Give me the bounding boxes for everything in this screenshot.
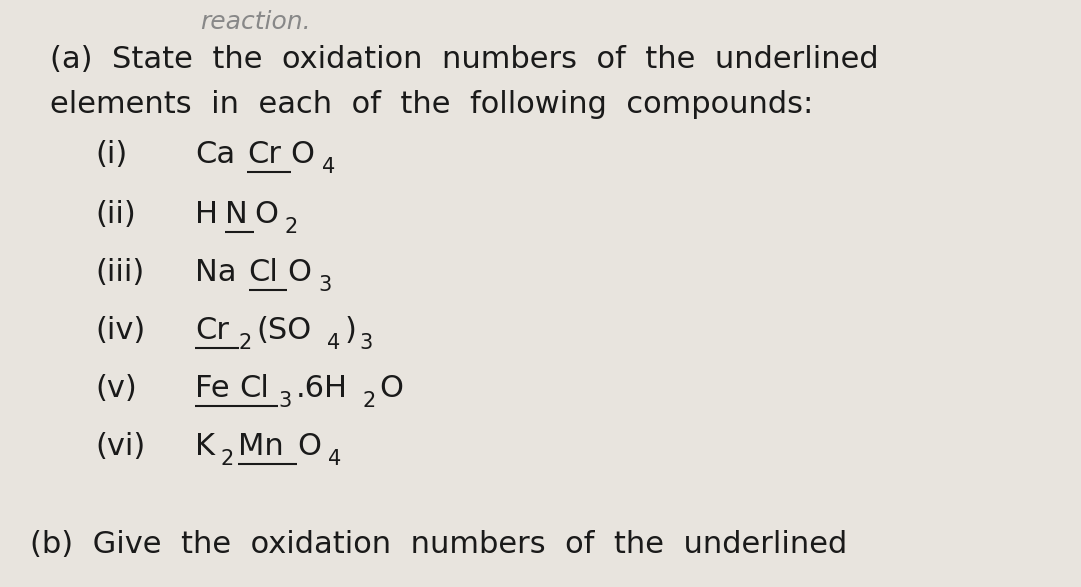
Text: 3: 3 [278, 391, 292, 411]
Text: Cl: Cl [249, 258, 279, 287]
Text: (vi): (vi) [95, 432, 145, 461]
Text: Na: Na [195, 258, 237, 287]
Text: (i): (i) [95, 140, 128, 169]
Text: .6H: .6H [295, 374, 347, 403]
Text: Fe: Fe [195, 374, 229, 403]
Text: (SO: (SO [256, 316, 311, 345]
Text: 4: 4 [322, 157, 335, 177]
Text: (ii): (ii) [95, 200, 136, 229]
Text: 2: 2 [362, 391, 376, 411]
Text: (b)  Give  the  oxidation  numbers  of  the  underlined: (b) Give the oxidation numbers of the un… [30, 530, 848, 559]
Text: O: O [297, 432, 321, 461]
Text: 4: 4 [328, 449, 342, 469]
Text: O: O [254, 200, 278, 229]
Text: Cr: Cr [195, 316, 229, 345]
Text: reaction.: reaction. [200, 10, 310, 34]
Text: (iii): (iii) [95, 258, 144, 287]
Text: 3: 3 [360, 333, 373, 353]
Text: Ca: Ca [195, 140, 236, 169]
Text: K: K [195, 432, 215, 461]
Text: (a)  State  the  oxidation  numbers  of  the  underlined: (a) State the oxidation numbers of the u… [50, 45, 879, 74]
Text: ): ) [345, 316, 357, 345]
Text: O: O [291, 140, 315, 169]
Text: 2: 2 [285, 217, 298, 237]
Text: Cl: Cl [240, 374, 269, 403]
Text: H: H [195, 200, 218, 229]
Text: Cr: Cr [246, 140, 281, 169]
Text: elements  in  each  of  the  following  compounds:: elements in each of the following compou… [50, 90, 813, 119]
Text: 4: 4 [328, 333, 341, 353]
Text: O: O [288, 258, 311, 287]
Text: N: N [225, 200, 248, 229]
Text: (iv): (iv) [95, 316, 145, 345]
Text: O: O [379, 374, 403, 403]
Text: Mn: Mn [238, 432, 283, 461]
Text: 2: 2 [239, 333, 252, 353]
Text: 2: 2 [221, 449, 235, 469]
Text: (v): (v) [95, 374, 137, 403]
Text: 3: 3 [318, 275, 331, 295]
